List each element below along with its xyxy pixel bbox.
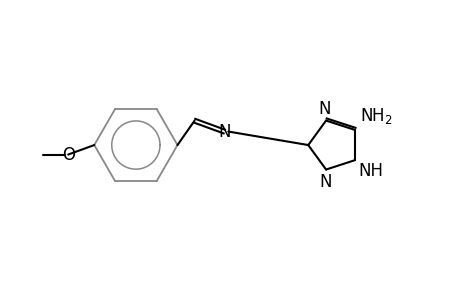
Text: NH$_2$: NH$_2$ [359,106,392,126]
Text: NH: NH [358,162,383,180]
Text: N: N [218,122,230,140]
Text: N: N [318,100,330,118]
Text: O: O [62,146,74,164]
Text: N: N [319,172,331,190]
